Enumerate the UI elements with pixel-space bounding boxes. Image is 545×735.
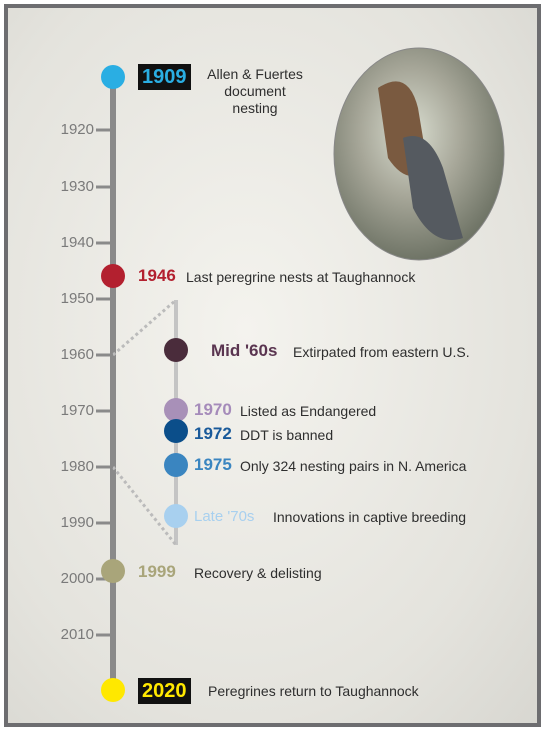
tick-label: 1980 bbox=[60, 458, 94, 475]
event-dot bbox=[164, 398, 188, 422]
event-dot bbox=[101, 559, 125, 583]
timeline-graphics bbox=[96, 47, 505, 702]
event-label: Allen & Fuertes document nesting bbox=[207, 66, 303, 116]
event-label: DDT is banned bbox=[240, 427, 334, 443]
falcon-figure bbox=[403, 136, 463, 240]
event-dot bbox=[164, 338, 188, 362]
event-year: 1909 bbox=[138, 64, 191, 90]
event-label: Listed as Endangered bbox=[240, 403, 377, 419]
connector bbox=[111, 466, 178, 546]
event-label: Innovations in captive breeding bbox=[273, 509, 467, 525]
tick-label: 1960 bbox=[60, 346, 94, 363]
connector bbox=[112, 298, 177, 357]
event-dot bbox=[101, 264, 125, 288]
event-dot bbox=[164, 419, 188, 443]
event-year: 2020 bbox=[138, 678, 191, 704]
event-dot bbox=[101, 678, 125, 702]
event-dot bbox=[101, 65, 125, 89]
event-label: Only 324 nesting pairs in N. America bbox=[240, 458, 467, 474]
event-label: Peregrines return to Taughannock bbox=[208, 683, 419, 699]
event-year: 1999 bbox=[138, 562, 176, 581]
tick-label: 2010 bbox=[60, 626, 94, 643]
event-label: Recovery & delisting bbox=[194, 565, 322, 581]
event-dot bbox=[164, 504, 188, 528]
tick-label: 2000 bbox=[60, 570, 94, 587]
tick-label: 1930 bbox=[60, 178, 94, 195]
event-year: 1946 bbox=[138, 266, 176, 285]
event-year: 1970 bbox=[194, 400, 232, 419]
event-year: Late '70s bbox=[194, 508, 255, 525]
event-label: Extirpated from eastern U.S. bbox=[293, 344, 470, 360]
event-year: 1972 bbox=[194, 424, 232, 443]
tick-label: 1970 bbox=[60, 402, 94, 419]
event-year: Mid '60s bbox=[211, 341, 278, 360]
tick-label: 1940 bbox=[60, 234, 94, 251]
tick-label: 1990 bbox=[60, 514, 94, 531]
timeline: 1920 1930 1940 1950 1960 1970 1980 1990 … bbox=[4, 4, 541, 727]
tick-label: 1920 bbox=[60, 121, 94, 138]
event-label: Last peregrine nests at Taughannock bbox=[186, 269, 416, 285]
tick-label: 1950 bbox=[60, 290, 94, 307]
event-year: 1975 bbox=[194, 455, 232, 474]
event-dot bbox=[164, 453, 188, 477]
